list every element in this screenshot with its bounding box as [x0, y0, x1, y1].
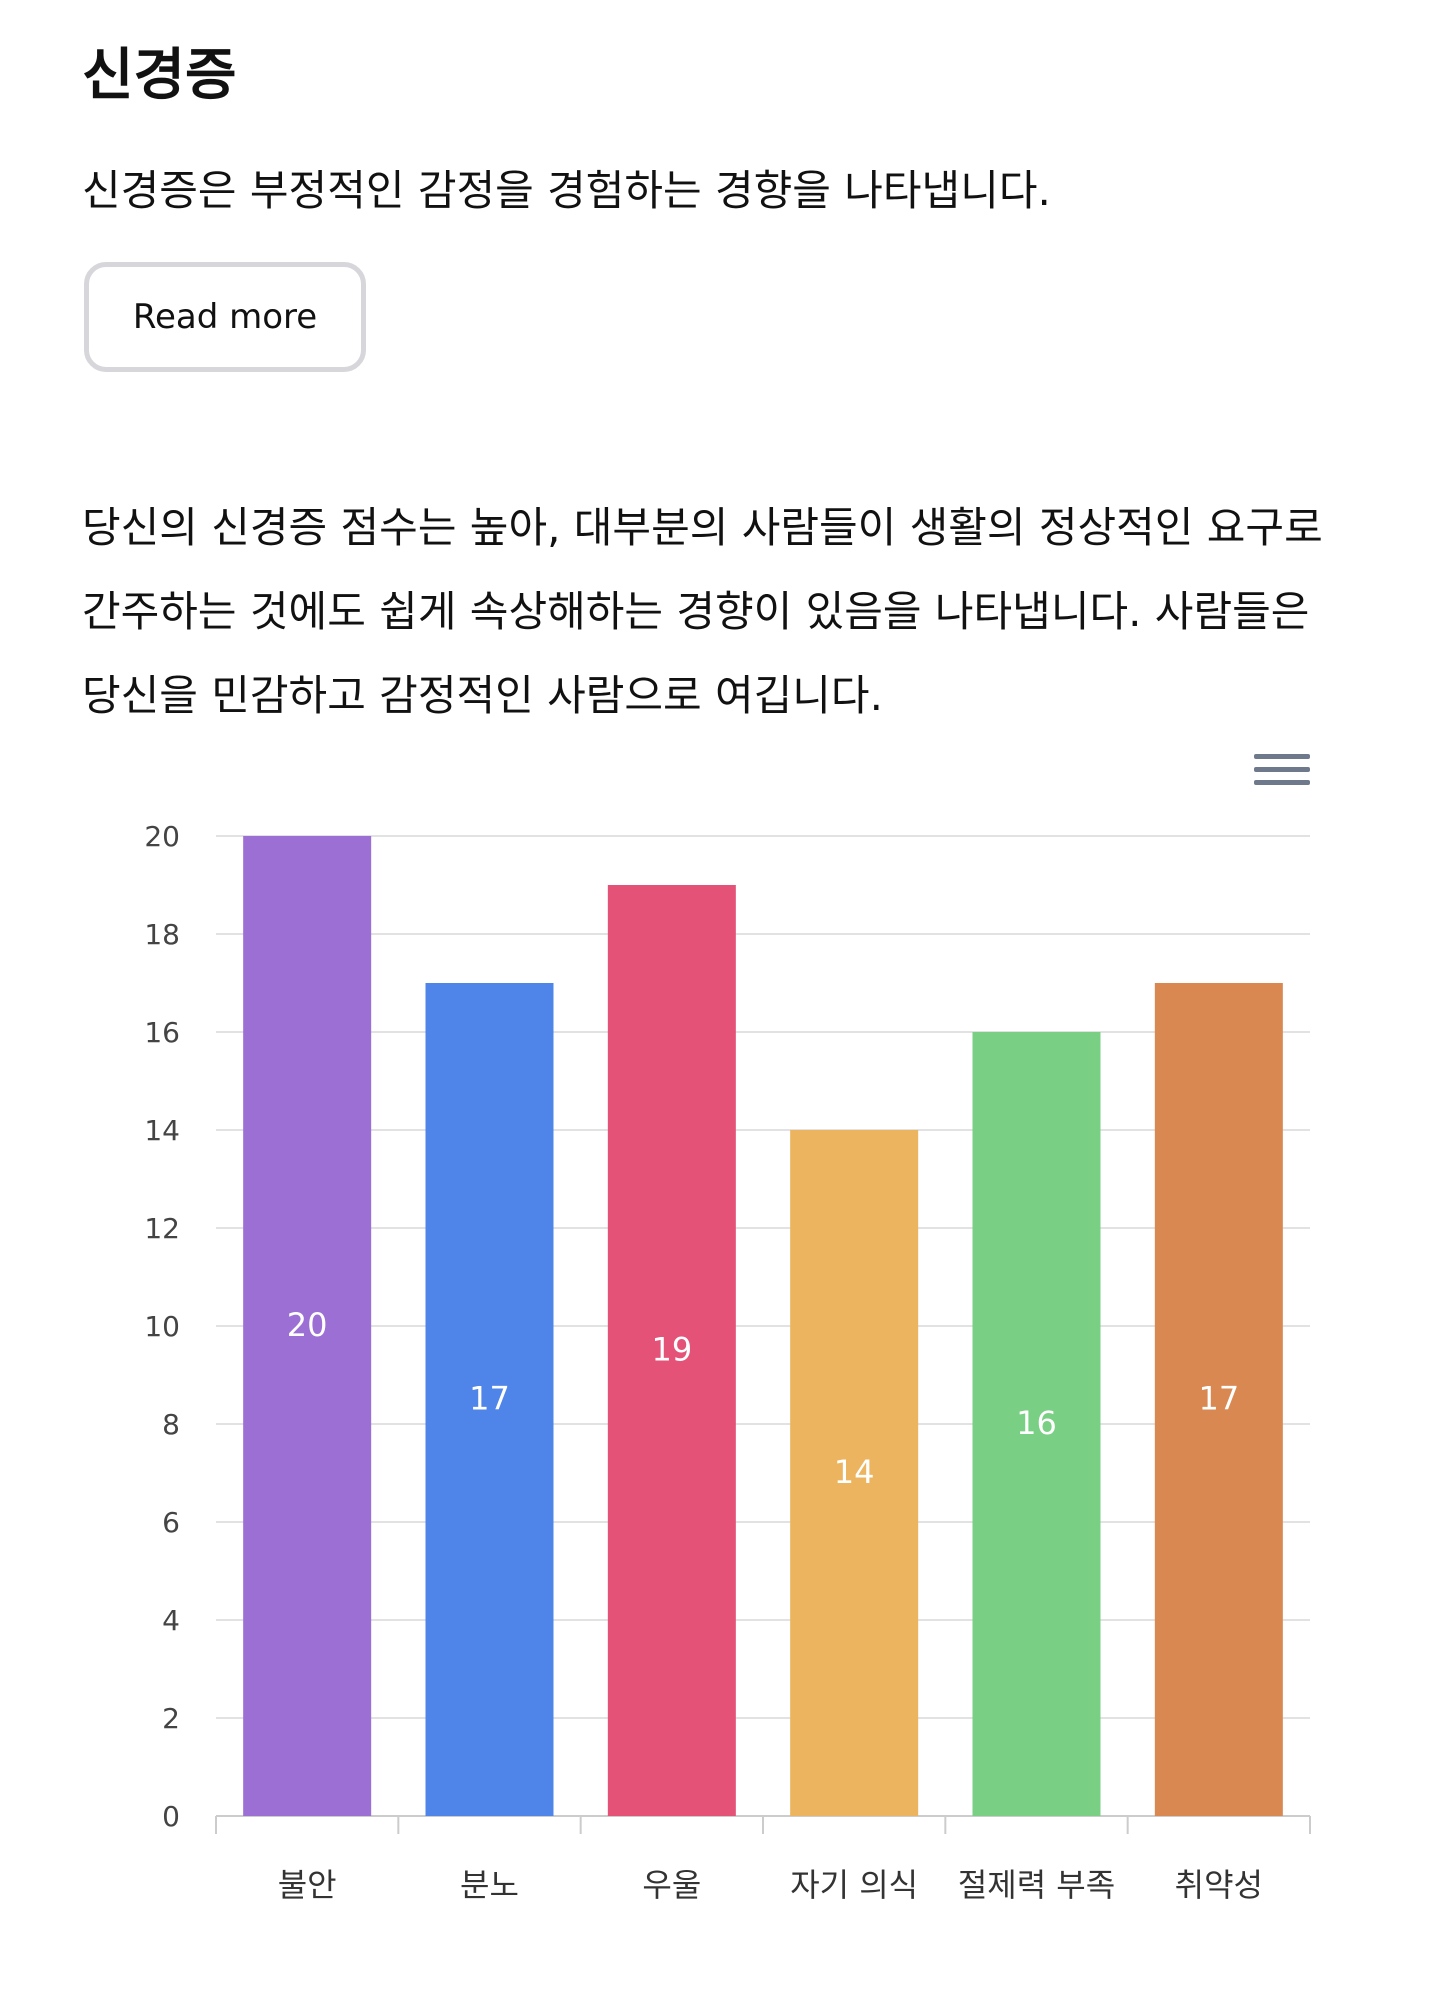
read-more-button[interactable]: Read more [84, 262, 366, 372]
category-label: 절제력 부족 [958, 1866, 1115, 1904]
category-label: 불안 [278, 1866, 337, 1904]
page-title: 신경증 [82, 43, 237, 108]
bar [243, 836, 372, 1816]
hamburger-menu-icon[interactable] [1254, 754, 1310, 796]
y-tick-label: 12 [144, 1212, 180, 1245]
data-label: 17 [1198, 1380, 1239, 1418]
y-tick-label: 16 [144, 1016, 180, 1049]
y-tick-label: 4 [162, 1604, 180, 1637]
y-tick-label: 8 [162, 1408, 180, 1441]
category-label: 자기 의식 [790, 1866, 918, 1904]
data-label: 20 [287, 1306, 328, 1344]
y-tick-label: 0 [162, 1800, 180, 1833]
data-label: 16 [1016, 1404, 1057, 1442]
data-label: 19 [651, 1331, 692, 1369]
y-tick-label: 18 [144, 918, 180, 951]
y-tick-label: 10 [144, 1310, 180, 1343]
bar [1154, 983, 1283, 1816]
data-label: 17 [469, 1380, 510, 1418]
intro-text: 신경증은 부정적인 감정을 경험하는 경향을 나타냅니다. [82, 166, 1051, 215]
bar [790, 1130, 919, 1816]
bar [607, 885, 736, 1816]
category-label: 취약성 [1175, 1866, 1263, 1904]
category-label: 우울 [642, 1866, 701, 1904]
y-tick-label: 2 [162, 1702, 180, 1735]
y-tick-label: 6 [162, 1506, 180, 1539]
result-description: 당신의 신경증 점수는 높아, 대부분의 사람들이 생활의 정상적인 요구로 간… [82, 503, 1323, 720]
category-label: 분노 [460, 1866, 519, 1904]
data-label: 14 [834, 1453, 875, 1491]
bar [425, 983, 554, 1816]
y-tick-label: 20 [144, 820, 180, 853]
bar [972, 1032, 1101, 1816]
y-tick-label: 14 [144, 1114, 180, 1147]
bar-chart: 0 2 4 6 8 10 12 14 16 18 20 20 불안 17 분노 19 우울 14 자기 의식 16 절제… [144, 820, 1311, 1904]
